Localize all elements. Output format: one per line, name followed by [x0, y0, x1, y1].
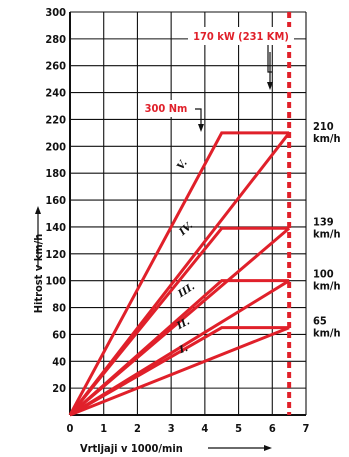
x-tick-label: 0: [67, 422, 74, 435]
y-tick-label: 200: [45, 140, 66, 153]
gear-curve: [68, 131, 290, 416]
y-tick-label: 240: [45, 87, 66, 100]
gear-curve: [68, 226, 290, 416]
top-speed-unit: km/h: [313, 327, 341, 340]
gear-ray: [68, 131, 291, 416]
x-axis-title: Vrtljaji v 1000/min: [80, 442, 183, 455]
max-torque-arrow: [195, 108, 204, 132]
top-speed-value: 65: [313, 315, 327, 328]
y-tick-label: 60: [52, 328, 66, 341]
x-tick-label: 6: [269, 422, 276, 435]
gear-curve: [69, 326, 290, 417]
max-power-leader: [267, 45, 272, 73]
max-torque-label-bg: [139, 100, 195, 117]
top-speed-value: 100: [313, 268, 334, 281]
gear-ray: [69, 279, 290, 417]
y-tick-label: 160: [45, 194, 66, 207]
y-tick-label: 300: [45, 6, 66, 19]
y-tick-label: 280: [45, 33, 66, 46]
y-tick-label: 40: [52, 355, 66, 368]
gear-ray: [69, 326, 290, 417]
x-tick-label: 5: [235, 422, 242, 435]
y-tick-label: 100: [45, 275, 66, 288]
gear-label: I.: [177, 343, 189, 356]
x-tick-label: 1: [100, 422, 107, 435]
x-tick-label: 7: [303, 422, 310, 435]
y-tick-label: 140: [45, 221, 66, 234]
y-tick-label: 80: [52, 302, 66, 315]
top-speed-value: 139: [313, 215, 334, 228]
top-speed-unit: km/h: [313, 132, 341, 145]
max-power-label-bg: [188, 27, 294, 45]
y-tick-label: 220: [45, 113, 66, 126]
top-speed-unit: km/h: [313, 280, 341, 293]
y-tick-label: 20: [52, 382, 66, 395]
max-torque-label: 300 Nm: [145, 102, 188, 115]
x-tick-label: 4: [201, 422, 208, 435]
top-speed-unit: km/h: [313, 227, 341, 240]
max-power-label: 170 kW (231 KM): [193, 30, 289, 43]
y-tick-label: 180: [45, 167, 66, 180]
top-speed-value: 210: [313, 120, 334, 133]
x-tick-label: 3: [168, 422, 175, 435]
x-tick-label: 2: [134, 422, 141, 435]
y-tick-label: 260: [45, 60, 66, 73]
y-tick-label: 120: [45, 248, 66, 261]
y-axis-title: Hitrost v km/h: [32, 234, 45, 314]
gear-ray: [69, 227, 291, 417]
